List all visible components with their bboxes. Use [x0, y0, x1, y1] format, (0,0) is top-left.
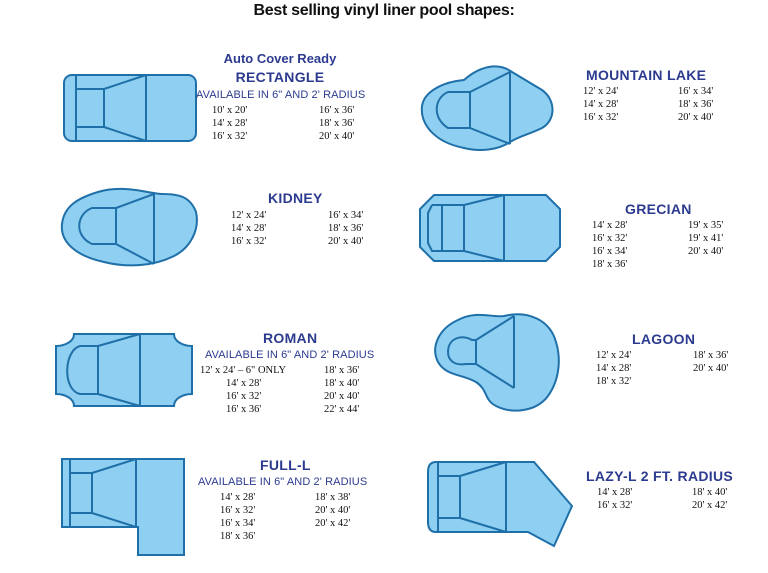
size-item: 16' x 32'	[597, 500, 633, 511]
shape-name: FULL-L	[260, 457, 311, 473]
size-item: 16' x 32'	[226, 391, 262, 402]
size-item: 16' x 32'	[583, 112, 619, 123]
size-item: 18' x 40'	[692, 487, 728, 498]
size-item: 14' x 28'	[220, 492, 256, 503]
size-item: 16' x 34'	[328, 210, 364, 221]
size-item: 18' x 36'	[693, 350, 729, 361]
size-item: 14' x 28'	[231, 223, 267, 234]
lazy-l-pool-diagram	[427, 461, 574, 548]
size-item: 18' x 40'	[324, 378, 360, 389]
size-item: 16' x 32'	[231, 236, 267, 247]
lagoon-pool-diagram	[434, 313, 560, 412]
page-title: Best selling vinyl liner pool shapes:	[253, 2, 515, 19]
size-item: 18' x 32'	[596, 376, 632, 387]
size-item: 20' x 40'	[693, 363, 729, 374]
size-item: 20' x 42'	[692, 500, 728, 511]
size-item: 14' x 28'	[596, 363, 632, 374]
size-item: 12' x 24'	[583, 86, 619, 97]
size-item: 19' x 41'	[688, 233, 724, 244]
shape-name: GRECIAN	[625, 201, 692, 217]
size-item: 18' x 38'	[315, 492, 351, 503]
size-item: 14' x 28'	[226, 378, 262, 389]
size-item: 14' x 28'	[583, 99, 619, 110]
radius-note: AVAILABLE IN 6" AND 2' RADIUS	[196, 89, 366, 101]
size-item: 18' x 36'	[324, 365, 360, 376]
roman-pool-diagram	[55, 333, 193, 407]
size-item: 12' x 24'	[596, 350, 632, 361]
grecian-pool-diagram	[419, 194, 561, 262]
size-item: 16' x 34'	[220, 518, 256, 529]
mountain-lake-pool-diagram	[420, 65, 554, 151]
size-item: 20' x 40'	[328, 236, 364, 247]
size-item: 18' x 36'	[592, 259, 628, 270]
size-item: 12' x 24' – 6" ONLY	[200, 365, 287, 376]
shape-name: LAGOON	[632, 331, 696, 347]
shape-name: LAZY-L 2 FT. RADIUS	[586, 468, 734, 484]
size-item: 14' x 28'	[597, 487, 633, 498]
shape-name: MOUNTAIN LAKE	[586, 67, 707, 83]
size-item: 20' x 40'	[678, 112, 714, 123]
size-item: 14' x 28'	[212, 118, 248, 129]
size-item: 16' x 32'	[212, 131, 248, 142]
size-item: 20' x 40'	[315, 505, 351, 516]
size-item: 16' x 36'	[319, 105, 355, 116]
shape-name: KIDNEY	[268, 190, 323, 206]
full-l-pool-diagram	[61, 458, 185, 556]
size-item: 20' x 40'	[688, 246, 724, 257]
shape-name: RECTANGLE	[235, 69, 325, 85]
auto-cover-label: Auto Cover Ready	[223, 51, 337, 66]
radius-note: AVAILABLE IN 6" AND 2' RADIUS	[205, 349, 375, 361]
size-item: 18' x 36'	[678, 99, 714, 110]
size-item: 19' x 35'	[688, 220, 724, 231]
size-item: 16' x 34'	[592, 246, 628, 257]
size-item: 16' x 36'	[226, 404, 262, 415]
size-item: 18' x 36'	[319, 118, 355, 129]
rectangle-pool-diagram	[63, 74, 197, 142]
size-item: 16' x 32'	[220, 505, 256, 516]
shape-name: ROMAN	[263, 330, 318, 346]
radius-note: AVAILABLE IN 6" AND 2' RADIUS	[198, 476, 368, 488]
size-item: 14' x 28'	[592, 220, 628, 231]
size-item: 10' x 20'	[212, 105, 248, 116]
size-item: 20' x 40'	[319, 131, 355, 142]
size-item: 22' x 44'	[324, 404, 360, 415]
size-item: 12' x 24'	[231, 210, 267, 221]
size-item: 16' x 34'	[678, 86, 714, 97]
size-item: 20' x 40'	[324, 391, 360, 402]
size-item: 18' x 36'	[220, 531, 256, 542]
size-item: 18' x 36'	[328, 223, 364, 234]
size-item: 16' x 32'	[592, 233, 628, 244]
size-item: 20' x 42'	[315, 518, 351, 529]
kidney-pool-diagram	[60, 187, 198, 267]
